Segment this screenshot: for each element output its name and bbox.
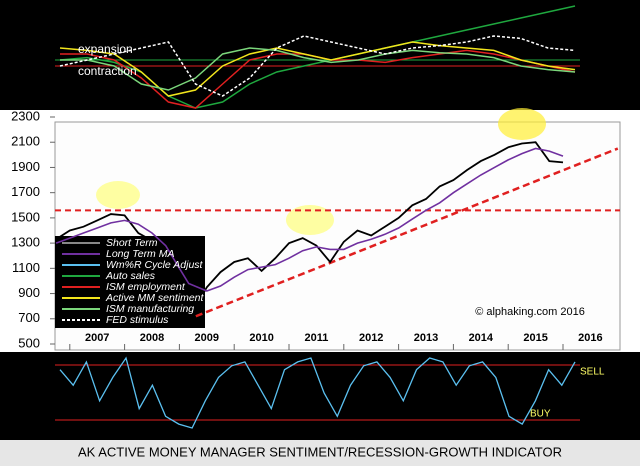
legend-label: Short Term: [106, 237, 158, 249]
legend-label: FED stimulus: [106, 314, 169, 326]
series-line: [60, 47, 576, 91]
x-tick-label: 2010: [249, 332, 273, 344]
y-tick-label: 1700: [11, 184, 40, 199]
y-tick-label: 2100: [11, 134, 40, 149]
x-tick-label: 2012: [359, 332, 383, 344]
trend-line: [195, 147, 619, 318]
legend-label: Wm%R Cycle Adjust: [106, 259, 204, 271]
annotation: expansion: [78, 42, 133, 56]
y-tick-label: 1500: [11, 209, 40, 224]
x-tick-label: 2011: [304, 332, 328, 344]
legend-label: Active MM sentiment: [105, 292, 205, 304]
x-tick-label: 2008: [140, 332, 164, 344]
y-tick-label: 2300: [11, 108, 40, 123]
series-line: [59, 356, 576, 429]
y-tick-label: 900: [18, 285, 40, 300]
y-tick-label: 1100: [12, 260, 40, 275]
y-tick-label: 500: [18, 335, 40, 350]
annotation: BUY: [530, 409, 551, 420]
x-tick-label: 2014: [469, 332, 494, 344]
highlight: [286, 205, 334, 235]
highlight: [96, 181, 140, 209]
x-tick-label: 2007: [85, 332, 109, 344]
x-tick-label: 2013: [414, 332, 438, 344]
source-note: © alphaking.com 2016: [475, 306, 585, 318]
annotation: SELL: [580, 367, 605, 378]
legend-box: [55, 236, 205, 328]
x-tick-label: 2015: [523, 332, 547, 344]
series-line: [59, 41, 576, 97]
series-line: [55, 141, 564, 321]
legend-label: Long Term MA: [106, 248, 174, 260]
x-tick-label: 2009: [195, 332, 219, 344]
legend-label: ISM manufacturing: [106, 303, 194, 315]
highlight: [498, 108, 546, 140]
series-line: [59, 35, 576, 97]
y-tick-label: 700: [18, 310, 40, 325]
legend-label: Auto sales: [105, 270, 156, 282]
x-tick-label: 2016: [578, 332, 602, 344]
y-tick-label: 1900: [11, 159, 40, 174]
y-tick-label: 1300: [11, 235, 40, 250]
footer-bar: [0, 440, 640, 466]
annotation: contraction: [78, 64, 137, 78]
footer-title: AK ACTIVE MONEY MANAGER SENTIMENT/RECESS…: [78, 444, 562, 459]
series-line: [55, 147, 564, 292]
legend-label: ISM employment: [106, 281, 186, 293]
